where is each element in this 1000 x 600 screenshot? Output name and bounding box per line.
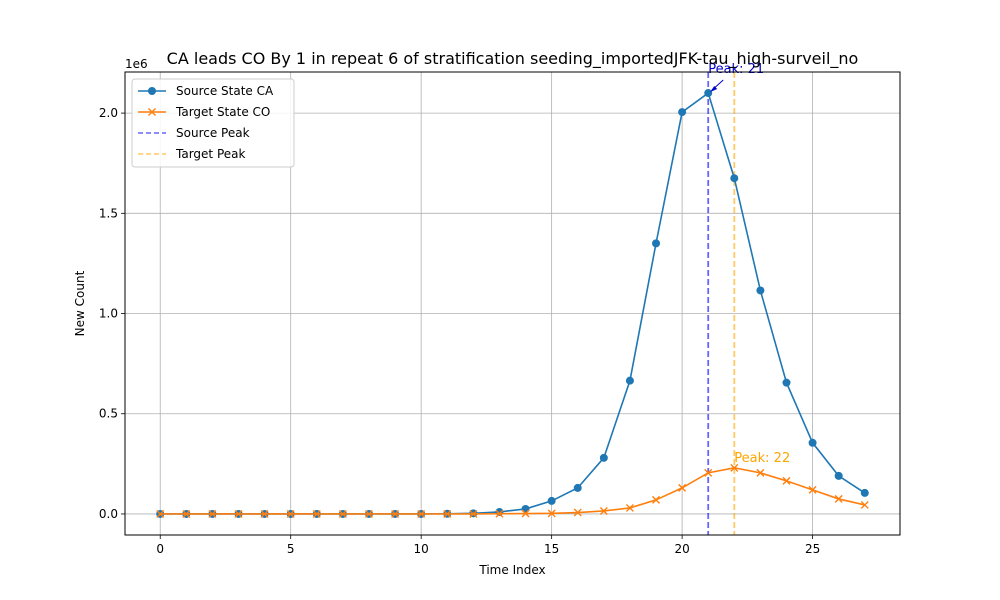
- data-point: [495, 507, 504, 516]
- data-point: [260, 509, 269, 518]
- data-point: [678, 483, 687, 492]
- data-point: [834, 471, 843, 480]
- data-point: [156, 509, 165, 518]
- data-point: [364, 509, 373, 518]
- x-tick-label: 20: [674, 542, 689, 556]
- y-tick-label: 0.0: [99, 507, 118, 521]
- data-point: [704, 468, 713, 477]
- y-offset-text: 1e6: [125, 57, 148, 71]
- data-point: [808, 438, 817, 447]
- plot-frame: [124, 71, 901, 536]
- data-point: [521, 509, 530, 518]
- peak-arrowhead: [710, 86, 718, 93]
- series-layer: [156, 89, 869, 518]
- data-point: [678, 108, 687, 117]
- data-point: [573, 508, 582, 517]
- x-tick-label: 15: [544, 542, 559, 556]
- data-point: [338, 509, 347, 518]
- data-point: [391, 509, 400, 518]
- annotations: Peak: 21 Peak: 22: [708, 62, 790, 466]
- data-point: [286, 509, 295, 518]
- data-point: [443, 509, 452, 518]
- y-tick-label: 0.5: [99, 407, 118, 421]
- data-point: [599, 453, 608, 462]
- data-point: [208, 509, 217, 518]
- data-point: [730, 463, 739, 472]
- legend-box: [131, 78, 295, 168]
- data-point: [547, 496, 556, 505]
- data-point: [599, 506, 608, 515]
- legend-entry: Source Peak: [138, 126, 250, 140]
- data-point: [469, 509, 478, 518]
- data-point: [547, 509, 556, 518]
- data-point: [704, 89, 713, 98]
- y-tick-label: 1.5: [99, 206, 118, 220]
- y-axis-label: New Count: [73, 270, 87, 336]
- legend-label: Target Peak: [175, 147, 245, 161]
- chart-title: CA leads CO By 1 in repeat 6 of stratifi…: [167, 49, 859, 69]
- legend-entry: Target State CO: [138, 105, 270, 119]
- legend-marker: [148, 108, 156, 116]
- data-point: [756, 468, 765, 477]
- legend-label: Source State CA: [176, 84, 274, 98]
- peak-lines: [707, 72, 736, 535]
- series-line: [160, 467, 865, 515]
- series-1: [156, 463, 869, 518]
- x-tick-label: 25: [805, 542, 820, 556]
- data-point: [625, 503, 634, 512]
- data-point: [782, 378, 791, 387]
- data-point: [782, 476, 791, 485]
- data-point: [652, 495, 661, 504]
- data-point: [234, 509, 243, 518]
- legend: Source State CA Target State CO Source Pea…: [131, 78, 295, 168]
- grid: [125, 72, 900, 535]
- data-point: [834, 494, 843, 503]
- data-point: [573, 483, 582, 492]
- data-point: [756, 286, 765, 295]
- data-point: [860, 500, 869, 509]
- data-point: [808, 485, 817, 494]
- data-point: [312, 509, 321, 518]
- data-point: [860, 488, 869, 497]
- x-tick-label: 10: [414, 542, 429, 556]
- legend-label: Source Peak: [176, 126, 250, 140]
- legend-entry: Target Peak: [138, 147, 245, 161]
- x-tick-label: 0: [156, 542, 164, 556]
- data-point: [495, 509, 504, 518]
- data-point: [417, 509, 426, 518]
- legend-marker: [148, 87, 156, 95]
- target-peak-annotation: Peak: 22: [734, 451, 790, 466]
- data-point: [182, 509, 191, 518]
- data-point: [521, 504, 530, 513]
- y-tick-label: 1.0: [99, 307, 118, 321]
- x-axis-label: Time Index: [478, 563, 545, 577]
- x-tick-label: 5: [287, 542, 295, 556]
- legend-label: Target State CO: [175, 105, 270, 119]
- source-peak-annotation: Peak: 21: [708, 62, 764, 77]
- data-point: [652, 239, 661, 248]
- legend-entry: Source State CA: [138, 84, 274, 98]
- ticks: 0 5 10 15 20 25 0.0 0.5 1.0 1.5 2.0: [99, 106, 820, 556]
- data-point: [730, 174, 739, 183]
- data-point: [625, 376, 634, 385]
- y-tick-label: 2.0: [99, 106, 118, 120]
